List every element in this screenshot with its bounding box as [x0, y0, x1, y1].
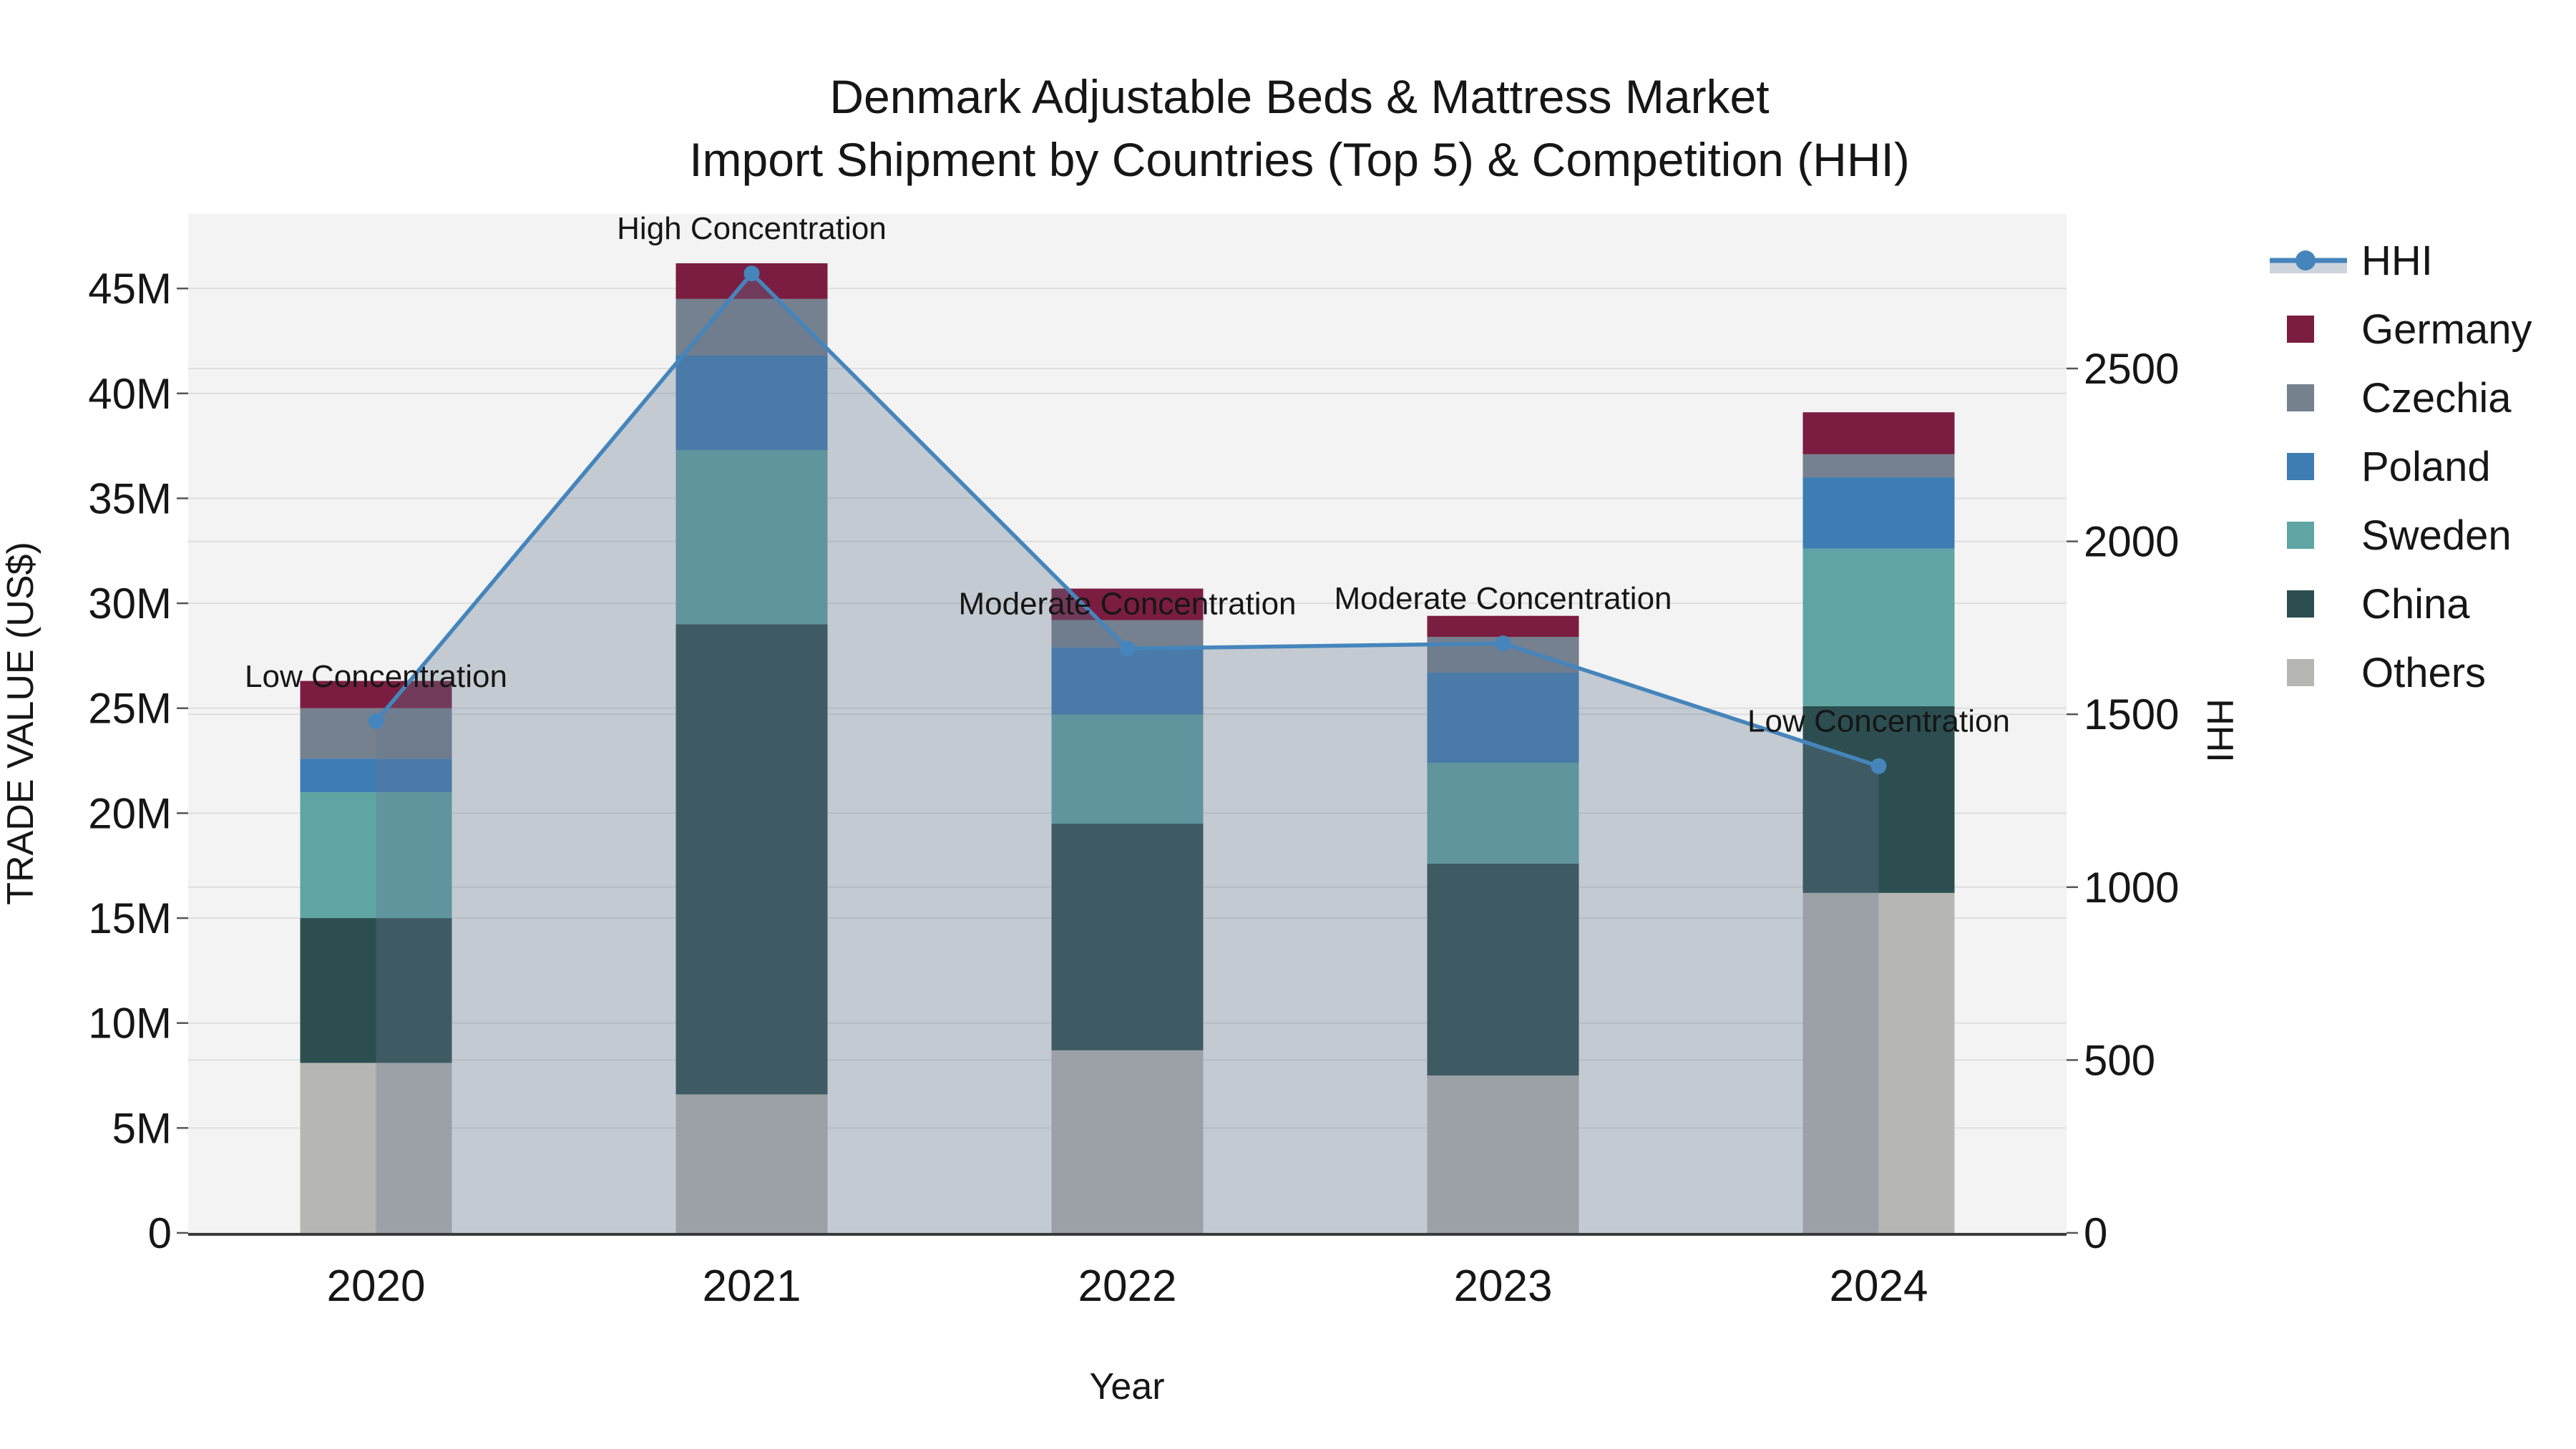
legend-item-germany[interactable]: Germany [2287, 306, 2532, 353]
hhi-point-2022 [1119, 640, 1136, 657]
bar-segment-2024-others [1802, 892, 1955, 1233]
hhi-point-2020 [368, 713, 384, 729]
y-tick-label-15: 15M [88, 894, 172, 942]
bar-segment-2023-germany [1427, 615, 1579, 638]
bar-segment-2021-china [675, 624, 828, 1095]
y-tick-label-25: 25M [88, 685, 172, 733]
bar-segment-2023-poland [1427, 672, 1579, 763]
chart-title-line1: Denmark Adjustable Beds & Mattress Marke… [829, 70, 1769, 123]
x-tick-label-2022: 2022 [1078, 1262, 1177, 1311]
bar-segment-2020-germany [300, 680, 452, 708]
y2-tick-label-500: 500 [2084, 1036, 2155, 1084]
x-tick-label-2021: 2021 [703, 1262, 801, 1311]
y2-tick-label-2500: 2500 [2084, 345, 2179, 393]
y-tick-label-0: 0 [148, 1209, 172, 1257]
annotation-2023: Moderate Concentration [1334, 581, 1672, 616]
annotation-2021: High Concentration [617, 211, 887, 246]
bar-segment-2024-china [1802, 706, 1955, 893]
legend-swatch-others [2287, 659, 2314, 686]
bar-segment-2023-others [1427, 1075, 1579, 1233]
y-tick-label-45: 45M [88, 265, 172, 313]
bar-segment-2022-others [1051, 1050, 1204, 1233]
legend-item-sweden[interactable]: Sweden [2287, 512, 2512, 559]
x-tick-label-2023: 2023 [1454, 1262, 1553, 1311]
y-tick-label-20: 20M [88, 789, 172, 837]
legend-label-germany: Germany [2361, 306, 2532, 353]
bar-segment-2021-czechia [675, 298, 828, 356]
y2-tick-label-0: 0 [2084, 1209, 2107, 1257]
legend-swatch-germany [2287, 316, 2314, 343]
bar-segment-2024-poland [1802, 477, 1955, 549]
y2-tick-label-2000: 2000 [2084, 518, 2179, 566]
bar-segment-2024-germany [1802, 412, 1955, 454]
bar-segment-2023-sweden [1427, 762, 1579, 864]
bar-segment-2020-others [300, 1063, 452, 1233]
legend-swatch-sweden [2287, 522, 2314, 549]
bar-segment-2020-sweden [300, 792, 452, 919]
legend-hhi-marker [2296, 250, 2316, 270]
y-tick-label-10: 10M [88, 1000, 172, 1048]
bar-segment-2021-sweden [675, 449, 828, 625]
legend-swatch-czechia [2287, 384, 2314, 411]
bar-segment-2024-sweden [1802, 548, 1955, 706]
x-tick-label-2024: 2024 [1830, 1262, 1928, 1311]
y2-axis-title: HHI [2199, 698, 2240, 763]
legend-item-china[interactable]: China [2287, 581, 2470, 628]
bar-segment-2024-czechia [1802, 454, 1955, 478]
bar-segment-2022-sweden [1051, 714, 1204, 824]
bar-segment-2020-poland [300, 758, 452, 793]
bar-segment-2021-poland [675, 355, 828, 450]
x-axis-title: Year [1089, 1366, 1164, 1407]
annotation-2024: Low Concentration [1747, 704, 2010, 739]
chart-title-line2: Import Shipment by Countries (Top 5) & C… [689, 133, 1910, 186]
hhi-area-polygon [376, 273, 1879, 1233]
hhi-point-2021 [743, 265, 760, 282]
bar-segment-2022-germany [1051, 588, 1204, 620]
bar-segment-2023-china [1427, 863, 1579, 1076]
hhi-point-2023 [1495, 635, 1511, 652]
legend: HHI Germany Czechia Poland Sweden China Others [2270, 238, 2532, 696]
y-tick-label-40: 40M [88, 370, 172, 418]
legend-swatch-poland [2287, 453, 2314, 480]
y2-tick-label-1000: 1000 [2084, 864, 2179, 912]
bar-segment-2022-china [1051, 824, 1204, 1050]
y2-tick-label-1500: 1500 [2084, 691, 2179, 738]
bar-segment-2021-others [675, 1094, 828, 1233]
legend-label-sweden: Sweden [2361, 512, 2512, 559]
legend-item-poland[interactable]: Poland [2287, 444, 2491, 490]
y-axis-title: TRADE VALUE (US$) [0, 542, 42, 905]
legend-label-china: China [2361, 581, 2470, 628]
x-tick-label-2020: 2020 [327, 1262, 426, 1311]
hhi-line [368, 265, 1887, 774]
concentration-annotations: Low Concentration High Concentration Moder… [245, 211, 2010, 739]
legend-item-others[interactable]: Others [2287, 650, 2486, 696]
annotation-2022: Moderate Concentration [958, 586, 1296, 621]
hhi-area-fill [376, 273, 1879, 1233]
legend-label-hhi: HHI [2361, 238, 2433, 284]
annotation-2020: Low Concentration [245, 659, 507, 694]
legend-label-czechia: Czechia [2361, 375, 2512, 421]
y-tick-label-35: 35M [88, 474, 172, 522]
legend-label-poland: Poland [2361, 444, 2491, 490]
legend-item-hhi[interactable]: HHI [2270, 238, 2433, 284]
axis-ticks-and-labels: 0 5M 10M 15M 20M 25M 30M 35M 40M 45M 0 500 1000 1500 2… [88, 265, 2179, 1311]
legend-label-others: Others [2361, 650, 2486, 696]
y-tick-label-5: 5M [112, 1104, 172, 1152]
legend-swatch-china [2287, 590, 2314, 618]
bar-segment-2020-china [300, 918, 452, 1063]
y-tick-label-30: 30M [88, 580, 172, 628]
legend-item-czechia[interactable]: Czechia [2287, 375, 2512, 421]
stacked-bars [300, 263, 1955, 1233]
hhi-point-2024 [1870, 758, 1887, 774]
bar-segment-2022-poland [1051, 647, 1204, 715]
